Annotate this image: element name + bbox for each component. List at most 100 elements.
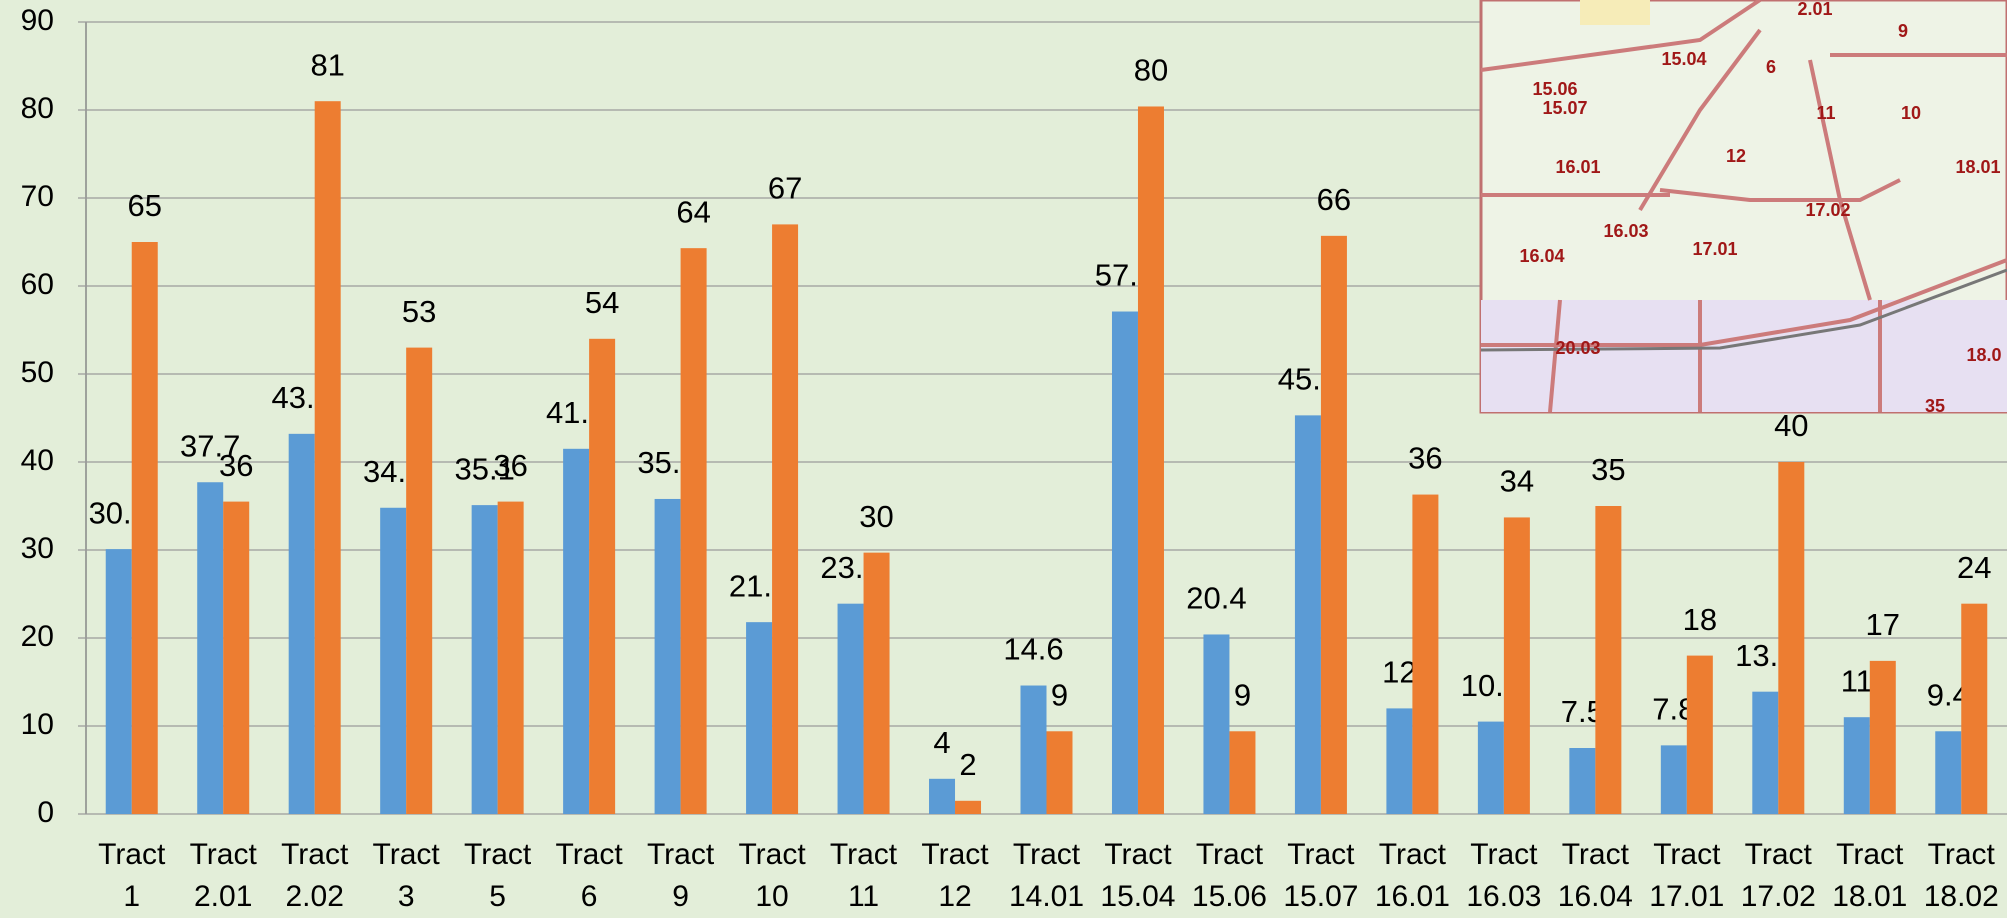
x-tick-label: Tract 6	[555, 838, 623, 913]
bar	[1412, 494, 1439, 814]
y-tick-label: 50	[21, 356, 54, 389]
map-inset: 2.01 9 15.06 15.04 6 15.07 11 10 12 16.01 18.01 17.…	[1479, 0, 2007, 416]
data-label: 35	[1591, 452, 1625, 487]
bar	[929, 778, 956, 814]
bar	[863, 552, 890, 814]
x-tick-label: Tract 9	[646, 838, 715, 913]
x-tick-label: Tract 17.02	[1740, 838, 1816, 913]
x-tick-label: Tract 18.02	[1923, 838, 1999, 913]
bar	[1294, 415, 1321, 814]
x-tick-label: Tract 3	[372, 838, 440, 913]
bar	[1961, 603, 1988, 814]
bar	[1752, 691, 1779, 814]
x-tick-label: Tract 16.01	[1374, 838, 1450, 913]
bar	[654, 498, 681, 814]
x-tick-label: Tract 2.02	[281, 838, 349, 913]
data-label: 34	[1500, 464, 1534, 499]
map-label: 6	[1766, 57, 1776, 77]
map-label: 35	[1925, 396, 1945, 416]
map-label: 20.03	[1555, 338, 1600, 358]
bar	[1046, 731, 1073, 814]
data-label: 11	[1841, 663, 1873, 698]
bar	[1229, 731, 1256, 814]
data-label: 80	[1134, 53, 1168, 88]
map-highway	[1480, 268, 2007, 352]
y-tick-label: 60	[21, 268, 54, 301]
map-zone	[1481, 300, 2007, 412]
data-label: 36	[219, 448, 253, 483]
bar	[314, 101, 341, 814]
data-label: 12	[1382, 655, 1416, 690]
map-label: 11	[1816, 103, 1835, 123]
data-label: 65	[127, 188, 161, 223]
data-label: 81	[310, 47, 344, 82]
bar	[1869, 660, 1896, 814]
x-tick-label: Tract 12	[921, 838, 989, 913]
bar	[1503, 517, 1530, 814]
data-label: 17	[1866, 607, 1900, 642]
bar	[380, 507, 407, 814]
map-label: 15.07	[1542, 98, 1587, 118]
map-label: 12	[1726, 146, 1746, 166]
bar	[1843, 717, 1870, 814]
y-tick-label: 30	[21, 532, 54, 565]
bar	[1137, 106, 1164, 815]
bar	[1111, 311, 1138, 814]
data-label: 4	[933, 725, 950, 760]
x-tick-label: Tract 10	[738, 838, 806, 913]
bar	[1660, 745, 1687, 814]
map-boundary	[1638, 28, 1762, 212]
bar	[955, 800, 982, 814]
data-label: 35.1	[454, 451, 514, 486]
map-boundary	[1481, 258, 2007, 347]
map-label: 17.01	[1692, 239, 1737, 259]
data-label: 66	[1317, 182, 1351, 217]
data-label: 30	[859, 499, 893, 534]
data-label: 24	[1957, 550, 1991, 585]
bar	[105, 549, 132, 814]
data-label: 67	[768, 171, 802, 206]
bar	[197, 482, 224, 814]
data-label: 37.7	[180, 428, 240, 463]
map-boundary	[1659, 178, 1901, 202]
bar	[589, 338, 616, 814]
map-label: 10	[1901, 103, 1921, 123]
x-tick-label: Tract 15.04	[1100, 838, 1176, 913]
map-label: 16.04	[1519, 246, 1564, 266]
bar	[1020, 685, 1047, 814]
data-label: 64	[676, 194, 710, 229]
bar	[1569, 748, 1596, 814]
y-tick-label: 70	[21, 180, 54, 213]
map-zone	[1580, 0, 1650, 25]
bar	[131, 242, 158, 814]
map-label: 16.03	[1603, 221, 1648, 241]
x-tick-label: Tract 11	[829, 838, 898, 913]
data-label: 53	[402, 294, 436, 329]
map-label: 16.01	[1555, 157, 1600, 177]
x-tick-label: Tract 5	[464, 838, 532, 913]
bar	[746, 622, 773, 814]
bar	[471, 505, 498, 814]
y-tick-label: 20	[21, 620, 54, 653]
y-tick-label: 0	[37, 796, 54, 829]
map-boundary	[1480, 0, 1762, 72]
y-tick-label: 10	[21, 708, 54, 741]
map-boundary	[1548, 299, 1562, 413]
bar	[1778, 462, 1805, 814]
map-label: 2.01	[1797, 0, 1832, 19]
map-label: 15.04	[1661, 49, 1706, 69]
bar	[497, 501, 524, 814]
bar	[1477, 721, 1504, 814]
x-tick-label: Tract 14.01	[1008, 838, 1085, 913]
data-label: 36	[493, 448, 527, 483]
data-label: 9	[1234, 677, 1251, 712]
map-label: 17.02	[1805, 200, 1850, 220]
map-label: 18.01	[1955, 157, 2000, 177]
bar	[563, 448, 590, 814]
x-tick-label: Tract 17.01	[1649, 838, 1725, 913]
y-tick-label: 80	[21, 92, 54, 125]
data-label: 40	[1774, 408, 1808, 443]
x-tick-label: Tract 18.01	[1832, 838, 1908, 913]
